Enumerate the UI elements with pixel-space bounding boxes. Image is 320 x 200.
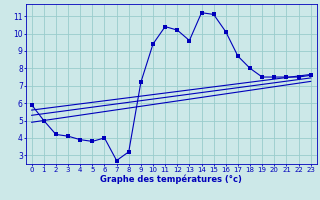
X-axis label: Graphe des températures (°c): Graphe des températures (°c) — [100, 174, 242, 184]
